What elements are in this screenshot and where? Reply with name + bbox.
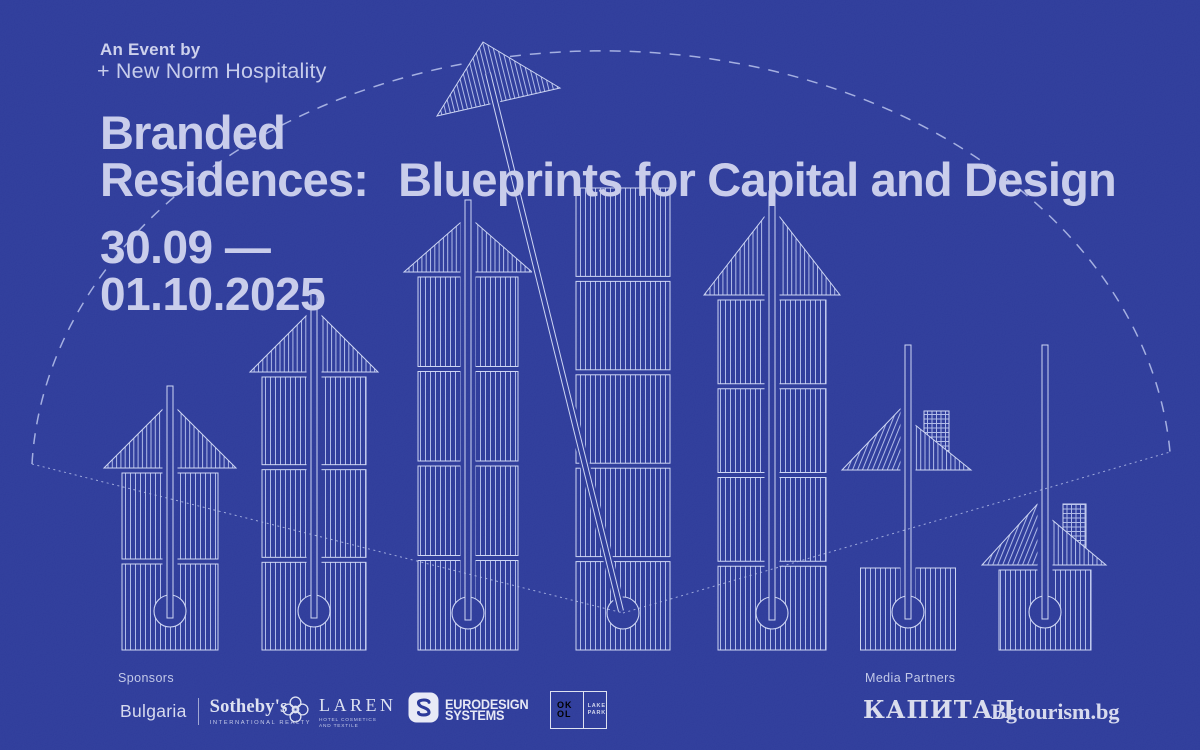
event-poster: An Event by + New Norm Hospitality Brand… [0,0,1200,750]
blueprint-illustration [0,0,1200,750]
